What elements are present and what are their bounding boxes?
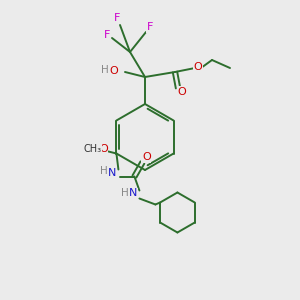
Text: O: O <box>178 87 186 97</box>
Text: F: F <box>114 13 120 23</box>
Text: F: F <box>147 22 153 32</box>
Text: H: H <box>121 188 128 197</box>
Text: N: N <box>108 167 117 178</box>
Text: H: H <box>101 65 109 75</box>
Text: F: F <box>104 30 110 40</box>
Text: O: O <box>99 145 108 154</box>
Text: N: N <box>129 188 138 199</box>
Text: O: O <box>142 152 151 163</box>
Text: CH₃: CH₃ <box>83 145 101 154</box>
Text: H: H <box>100 167 107 176</box>
Text: O: O <box>110 66 118 76</box>
Text: O: O <box>194 62 202 72</box>
